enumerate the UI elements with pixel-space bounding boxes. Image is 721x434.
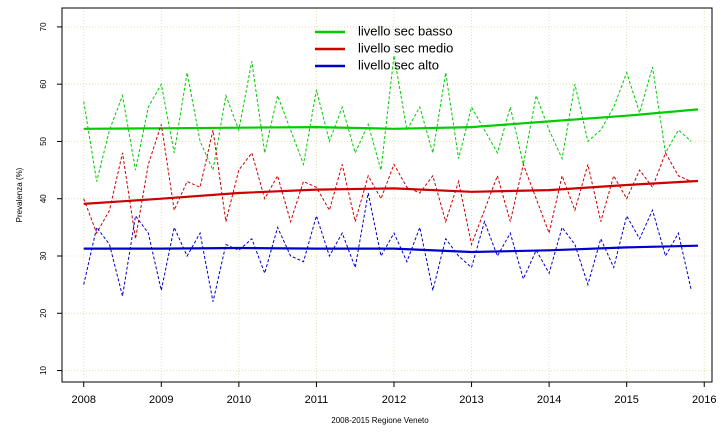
x-tick-label: 2014 <box>537 394 561 406</box>
series-line <box>83 55 692 182</box>
series-line <box>83 192 692 302</box>
x-tick-label: 2011 <box>305 394 329 406</box>
y-tick-label: 20 <box>39 308 48 317</box>
trend-line <box>83 179 699 205</box>
x-tick-label: 2012 <box>382 394 406 406</box>
y-axis-label: Prevalenza (%) <box>15 167 24 222</box>
x-axis-label: 2008-2015 Regione Veneto <box>331 416 429 425</box>
y-tick-label: 60 <box>39 79 48 88</box>
y-tick-label: 70 <box>39 22 48 31</box>
legend-label: livello sec basso <box>358 23 453 38</box>
legend-label: livello sec medio <box>358 40 453 55</box>
trend-line <box>83 108 699 130</box>
y-tick-label: 30 <box>39 251 48 260</box>
y-tick-label: 50 <box>39 136 48 145</box>
legend-label: livello sec alto <box>358 57 439 72</box>
trend-line <box>83 244 699 254</box>
x-tick-label: 2009 <box>149 394 173 406</box>
y-tick-label: 40 <box>39 194 48 203</box>
x-tick-label: 2016 <box>692 394 716 406</box>
plot-frame <box>61 7 713 383</box>
y-tick-label: 10 <box>39 366 48 375</box>
x-tick-label: 2008 <box>71 394 95 406</box>
x-tick-label: 2010 <box>227 394 251 406</box>
x-tick-label: 2015 <box>614 394 638 406</box>
x-tick-label: 2013 <box>459 394 483 406</box>
series-line <box>83 124 692 247</box>
